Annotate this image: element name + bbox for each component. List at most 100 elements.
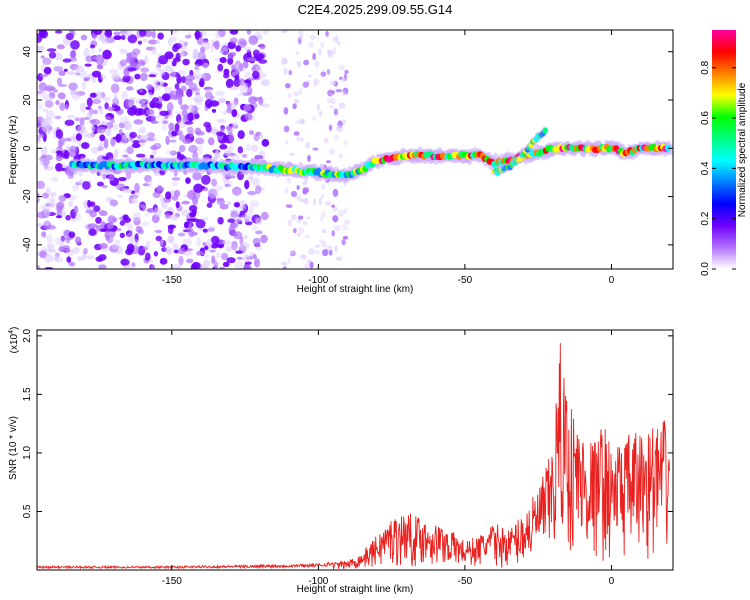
noise-blob bbox=[243, 264, 252, 269]
spectrogram-x-axis: -150 -100 -50 0 bbox=[162, 30, 615, 286]
noise-blob bbox=[211, 108, 217, 113]
noise-blob bbox=[138, 61, 146, 66]
colorbar: 0.0 0.2 0.4 0.6 0.8 Normalized spectral ampl… bbox=[700, 30, 748, 276]
noise-blob bbox=[143, 98, 152, 104]
noise-blob bbox=[316, 103, 320, 111]
noise-blob bbox=[146, 132, 151, 138]
noise-blob bbox=[44, 253, 54, 263]
noise-blob bbox=[232, 124, 239, 129]
noise-blob bbox=[226, 257, 236, 264]
noise-blob bbox=[236, 256, 243, 261]
noise-blob bbox=[326, 68, 330, 75]
noise-blob bbox=[113, 123, 119, 131]
noise-blob bbox=[258, 59, 268, 64]
snr-x-tick-label: -100 bbox=[308, 576, 328, 587]
noise-blob bbox=[65, 214, 71, 221]
noise-blob bbox=[238, 81, 245, 86]
noise-blob bbox=[312, 52, 316, 61]
snr-series-line bbox=[37, 343, 670, 570]
noise-blob bbox=[332, 206, 338, 212]
noise-blob bbox=[79, 102, 87, 113]
noise-blob bbox=[54, 30, 63, 34]
noise-blob bbox=[55, 129, 64, 139]
noise-blob bbox=[101, 121, 106, 125]
noise-blob bbox=[131, 262, 136, 268]
noise-blob bbox=[246, 30, 252, 35]
noise-blob bbox=[42, 57, 52, 65]
noise-blob bbox=[178, 144, 186, 153]
noise-blob bbox=[95, 216, 102, 224]
noise-blob bbox=[292, 90, 299, 97]
noise-blob bbox=[222, 261, 230, 268]
snr-x-tick-label: -50 bbox=[458, 576, 473, 587]
noise-blob bbox=[38, 133, 45, 138]
noise-blob bbox=[342, 224, 348, 231]
noise-blob bbox=[321, 228, 327, 234]
noise-blob bbox=[334, 245, 338, 252]
noise-blob bbox=[48, 196, 56, 206]
noise-blob bbox=[68, 195, 78, 201]
noise-blob bbox=[210, 39, 216, 43]
noise-blob bbox=[325, 30, 329, 37]
noise-blob bbox=[330, 90, 336, 95]
noise-blob bbox=[217, 119, 225, 123]
noise-blob bbox=[313, 79, 317, 88]
noise-blob bbox=[43, 166, 54, 171]
noise-blob bbox=[183, 41, 188, 47]
noise-blob bbox=[260, 234, 268, 244]
noise-blob bbox=[323, 138, 329, 144]
noise-blob bbox=[96, 126, 106, 134]
noise-blob bbox=[153, 250, 159, 257]
noise-blob bbox=[99, 228, 107, 233]
noise-blob bbox=[186, 126, 194, 134]
noise-blob bbox=[196, 237, 201, 247]
noise-blob bbox=[215, 90, 225, 97]
noise-blob bbox=[76, 125, 83, 132]
noise-blob bbox=[85, 209, 95, 214]
noise-blob bbox=[239, 84, 249, 95]
noise-blob bbox=[110, 118, 115, 124]
noise-blob bbox=[55, 100, 60, 106]
noise-blob bbox=[258, 43, 266, 50]
noise-blob bbox=[321, 210, 326, 218]
noise-blob bbox=[86, 111, 93, 120]
noise-blob bbox=[126, 52, 132, 58]
noise-blob bbox=[187, 112, 194, 122]
snr-x-tick-label: 0 bbox=[609, 576, 615, 587]
noise-blob bbox=[169, 90, 179, 98]
noise-blob bbox=[55, 215, 63, 219]
noise-blob bbox=[166, 248, 173, 256]
noise-blob bbox=[251, 66, 257, 73]
snr-y-tick-label: 0.5 bbox=[22, 504, 33, 518]
noise-blob bbox=[216, 99, 227, 103]
noise-blob bbox=[319, 215, 324, 222]
noise-blob bbox=[285, 140, 289, 145]
noise-blob bbox=[218, 50, 224, 54]
noise-blob bbox=[110, 83, 120, 94]
noise-blob bbox=[162, 120, 169, 124]
noise-blob bbox=[156, 64, 161, 68]
noise-blob bbox=[171, 60, 177, 67]
noise-blob bbox=[201, 174, 211, 185]
noise-blob bbox=[229, 30, 239, 35]
noise-blob bbox=[245, 46, 252, 53]
noise-blob bbox=[56, 44, 65, 50]
noise-blob bbox=[343, 139, 348, 146]
noise-blob bbox=[125, 248, 133, 256]
noise-blob bbox=[83, 77, 89, 82]
noise-blob bbox=[37, 196, 40, 203]
noise-blob bbox=[89, 92, 97, 98]
noise-blob bbox=[78, 171, 83, 177]
noise-blob bbox=[109, 199, 119, 207]
noise-blob bbox=[40, 146, 48, 156]
noise-blob bbox=[135, 153, 146, 158]
noise-blob bbox=[105, 127, 112, 137]
noise-blob bbox=[299, 254, 307, 260]
noise-blob bbox=[63, 137, 72, 142]
noise-blob bbox=[152, 148, 158, 156]
noise-blob bbox=[39, 156, 47, 162]
noise-blob bbox=[117, 194, 123, 199]
noise-blob bbox=[161, 201, 168, 209]
noise-blob bbox=[159, 110, 169, 116]
noise-blob bbox=[166, 102, 174, 112]
